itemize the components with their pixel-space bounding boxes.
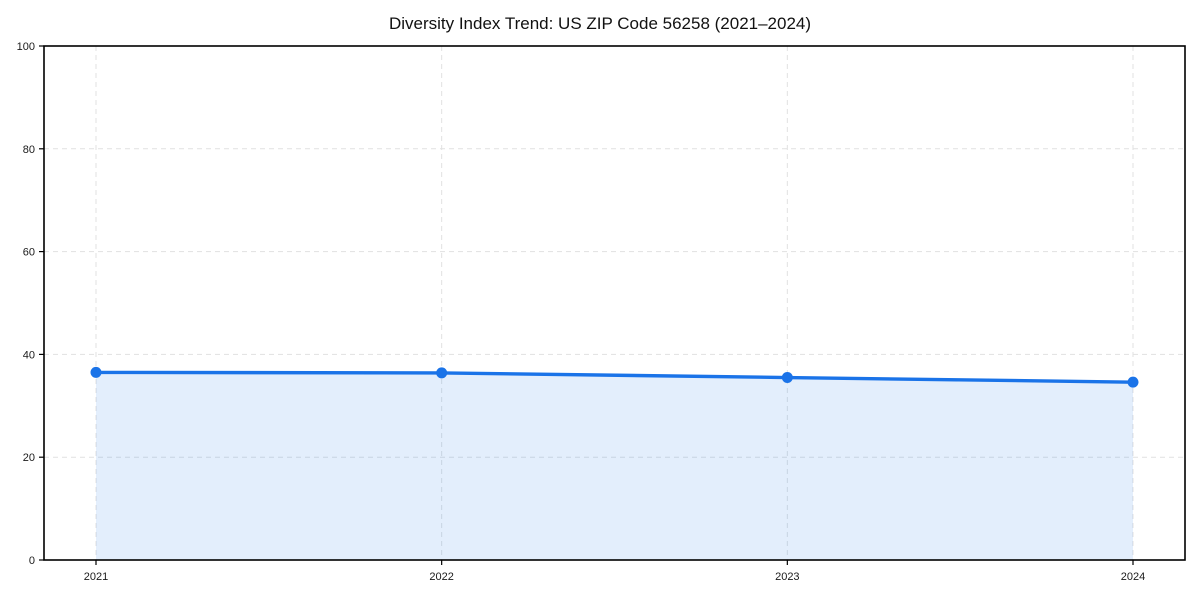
trend-line xyxy=(94,370,1135,384)
chart-title: Diversity Index Trend: US ZIP Code 56258… xyxy=(389,14,811,33)
y-tick-label: 100 xyxy=(17,41,35,53)
data-point xyxy=(1127,376,1139,388)
data-point xyxy=(436,367,448,379)
plot-area: 0 20 40 60 80 100 2021 2022 2023 2024 xyxy=(17,41,1186,583)
y-tick-label: 80 xyxy=(23,144,35,156)
x-tick-label: 2024 xyxy=(1121,571,1145,583)
y-tick-label: 60 xyxy=(23,247,35,259)
area-fill xyxy=(96,372,1133,560)
data-point xyxy=(781,372,793,384)
plot-border xyxy=(43,45,1186,561)
y-tick-label: 0 xyxy=(29,555,35,567)
x-tick-label: 2023 xyxy=(775,571,799,583)
y-tick-label: 20 xyxy=(23,452,35,464)
x-tick-label: 2021 xyxy=(84,571,108,583)
x-tick-label: 2022 xyxy=(429,571,453,583)
data-point xyxy=(90,366,102,378)
y-tick-label: 40 xyxy=(23,349,35,361)
